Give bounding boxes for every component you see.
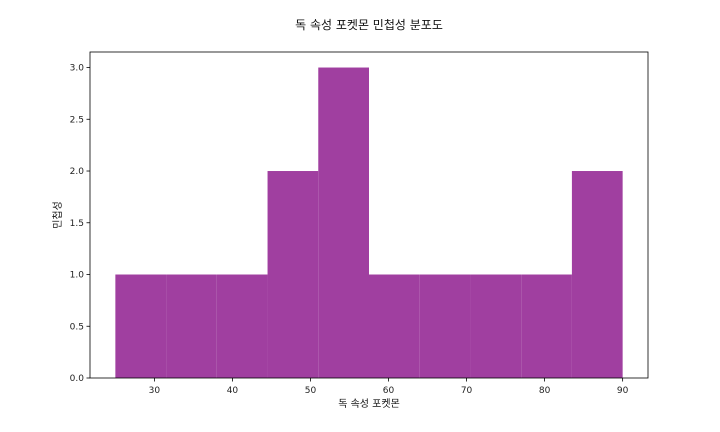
bars-group	[115, 67, 623, 379]
histogram-bar-9	[521, 274, 572, 378]
histogram-bar-3	[216, 274, 268, 378]
x-tick-label: 40	[227, 386, 239, 396]
y-tick-label: 1.0	[70, 271, 85, 281]
histogram-bar-10	[571, 171, 623, 378]
histogram-bar-2	[166, 274, 217, 378]
x-tick-label: 70	[461, 386, 473, 396]
histogram-bar-1	[115, 274, 167, 378]
y-tick-label: 0.5	[70, 322, 84, 332]
y-tick-label: 2.0	[70, 167, 85, 177]
y-tick-label: 1.5	[70, 219, 84, 229]
y-tick-label: 2.5	[70, 115, 84, 125]
chart-title: 독 속성 포켓몬 민첩성 분포도	[295, 18, 443, 32]
histogram-bar-6	[369, 274, 420, 378]
y-tick-label: 0.0	[70, 374, 85, 384]
x-tick-label: 60	[383, 386, 395, 396]
x-tick-label: 30	[149, 386, 161, 396]
histogram-bar-4	[267, 171, 319, 378]
x-tick-label: 80	[539, 386, 551, 396]
plot-area-frame	[89, 51, 649, 379]
histogram-bar-8	[470, 274, 522, 378]
x-axis-ticks: 30 40 50 60 70 80 90	[149, 378, 629, 396]
x-axis-title: 독 속성 포켓몬	[338, 398, 400, 410]
y-axis-title: 민첩성	[52, 201, 64, 229]
x-tick-label: 90	[617, 386, 629, 396]
histogram-bar-7	[419, 274, 471, 378]
x-tick-label: 50	[305, 386, 317, 396]
histogram-bar-5	[318, 67, 369, 379]
y-tick-label: 3.0	[70, 64, 85, 74]
y-axis-ticks: 0.0 0.5 1.0 1.5 2.0 2.5 3.0	[70, 64, 90, 384]
